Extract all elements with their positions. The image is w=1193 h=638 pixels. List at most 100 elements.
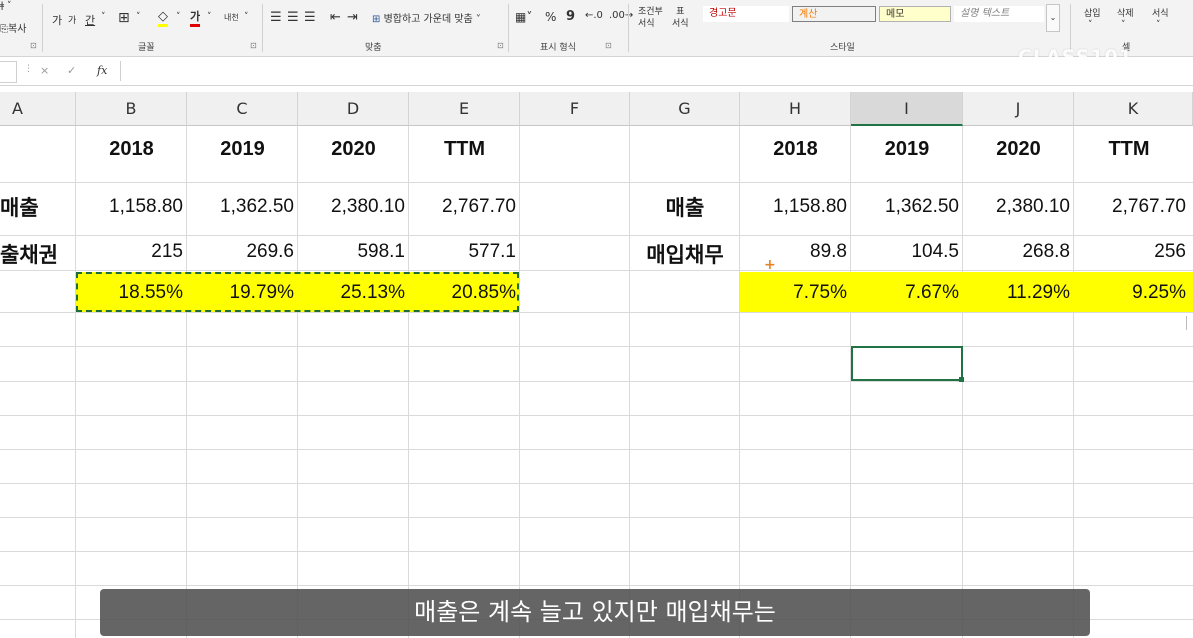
format-cells-button[interactable]: 서식 [1152,9,1169,19]
font-color-button[interactable]: 가 [190,10,201,27]
enter-icon[interactable]: ✓ [67,64,77,77]
conditional-format-button[interactable]: 조건부 서식 [638,6,663,30]
fill-color-button[interactable]: ◇ [158,10,168,27]
chevron-down-icon[interactable]: ˅ [1156,20,1161,30]
decimal-decrease-icon[interactable]: .00→ [609,10,634,21]
font-shrink-button[interactable]: 가 [68,16,77,26]
chevron-down-icon[interactable]: ˅ [136,12,141,22]
delete-cells-button[interactable]: 삭제 [1117,9,1134,19]
column-header-c[interactable]: C [187,92,298,126]
cell-b-ratio[interactable]: 18.55% [118,282,183,303]
cell-e-revenue[interactable]: 2,767.70 [442,196,516,217]
cell-k-year[interactable]: TTM [1108,138,1150,160]
column-header-a[interactable]: A [0,92,76,126]
cell-c-receivables[interactable]: 269.6 [246,241,294,262]
cell-d-ratio[interactable]: 25.13% [340,282,405,303]
cell-d-receivables[interactable]: 598.1 [357,241,405,262]
cell-k-ratio[interactable]: 9.25% [1132,282,1186,303]
chevron-down-icon[interactable]: ˅ [244,12,249,22]
cell-h-revenue[interactable]: 1,158.80 [773,196,847,217]
column-header-g[interactable]: G [630,92,740,126]
cell-c-revenue[interactable]: 1,362.50 [220,196,294,217]
cell-k-revenue[interactable]: 2,767.70 [1112,196,1186,217]
cell-a-revenue-label[interactable]: 매출 [0,196,39,220]
font-grow-button[interactable]: 가 [52,14,63,27]
cell-e-ratio[interactable]: 20.85% [451,282,516,303]
cancel-icon[interactable]: × [40,64,50,77]
style-calculation[interactable]: 계산 [792,6,876,22]
cell-i-year[interactable]: 2019 [884,138,930,160]
indent-increase-icon[interactable]: ⇥ [347,10,358,25]
cell-j-payables[interactable]: 268.8 [1022,241,1070,262]
format-as-table-button[interactable]: 표 서식 [672,6,689,30]
percent-button[interactable]: % [545,10,557,24]
cell-i-revenue[interactable]: 1,362.50 [885,196,959,217]
more-options-icon[interactable]: ⋮ [24,64,33,74]
column-header-f[interactable]: F [520,92,630,126]
indent-decrease-icon[interactable]: ⇤ [330,10,341,25]
insert-function-icon[interactable]: fx [97,64,108,77]
number-launcher-icon[interactable]: ⊡ [605,41,612,50]
name-box[interactable] [0,61,17,83]
scrollbar-edge[interactable] [1186,316,1191,330]
border-button[interactable]: ⊞ [118,10,130,26]
column-header-d[interactable]: D [298,92,409,126]
style-explanatory-text[interactable]: 설명 텍스트 [954,6,1044,22]
column-header-b[interactable]: B [76,92,187,126]
cell-h-ratio[interactable]: 7.75% [793,282,847,303]
active-cell-selection[interactable] [851,346,963,381]
cell-d-revenue[interactable]: 2,380.10 [331,196,405,217]
align-center-icon[interactable]: ☰ [287,10,299,25]
chevron-down-icon[interactable]: ˅ [207,12,212,22]
column-header-k[interactable]: K [1074,92,1193,126]
column-header-h[interactable]: H [740,92,851,126]
cell-i-ratio[interactable]: 7.67% [905,282,959,303]
chevron-down-icon[interactable]: ˅ [1088,20,1093,30]
styles-more-icon[interactable]: ⌄ [1046,4,1060,32]
copy-button[interactable]: ⎘복사 [0,20,26,35]
cell-k-payables[interactable]: 256 [1154,241,1186,262]
align-launcher-icon[interactable]: ⊡ [497,41,504,50]
column-header-j[interactable]: J [963,92,1074,126]
cell-c-year[interactable]: 2019 [220,138,265,160]
cell-e-year[interactable]: TTM [443,138,486,160]
decimal-increase-icon[interactable]: ←.0 [585,10,603,21]
insert-cells-button[interactable]: 삽입 [1084,9,1101,19]
cell-a-receivables-label[interactable]: 출채권 [0,243,58,267]
accounting-format-icon[interactable]: ▦˅ [515,10,533,24]
cell-b-receivables[interactable]: 215 [151,241,183,262]
cell-e-receivables[interactable]: 577.1 [468,241,516,262]
fill-handle[interactable] [959,377,964,382]
chevron-down-icon[interactable]: ˅ [101,12,106,22]
style-warning-text[interactable]: 경고문 [703,6,789,22]
gridline [0,415,1193,416]
cell-g-revenue-label[interactable]: 매출 [665,196,705,220]
cell-d-year[interactable]: 2020 [331,138,376,160]
cell-b-year[interactable]: 2018 [109,138,154,160]
cell-j-revenue[interactable]: 2,380.10 [996,196,1070,217]
column-header-i[interactable]: I [851,92,963,126]
cell-i-payables[interactable]: 104.5 [911,241,959,262]
phonetic-button[interactable]: 내천 [224,13,239,22]
cell-c-ratio[interactable]: 19.79% [229,282,294,303]
comma-button[interactable]: 9 [566,9,576,24]
underline-button[interactable]: 간 [85,14,96,27]
chevron-down-icon[interactable]: ˅ [176,12,181,22]
chevron-down-icon[interactable]: ˅ [1121,20,1126,30]
cell-g-payables-label[interactable]: 매입채무 [646,243,724,267]
cell-h-payables[interactable]: 89.8 [810,241,847,262]
gridline [0,449,1193,450]
font-launcher-icon[interactable]: ⊡ [250,41,257,50]
merge-center-button[interactable]: ⊞ 병합하고 가운데 맞춤 ˅ [372,10,481,25]
align-right-icon[interactable]: ☰ [304,10,316,25]
formula-input[interactable] [120,61,1193,81]
column-header-e[interactable]: E [409,92,520,126]
cut-icon[interactable]: ǂ ˅ [0,1,12,11]
style-memo[interactable]: 메모 [879,6,951,22]
align-left-icon[interactable]: ☰ [270,10,282,25]
clipboard-launcher-icon[interactable]: ⊡ [30,41,37,50]
cell-b-revenue[interactable]: 1,158.80 [109,196,183,217]
cell-j-year[interactable]: 2020 [996,138,1041,160]
cell-h-year[interactable]: 2018 [773,138,818,160]
cell-j-ratio[interactable]: 11.29% [1006,282,1070,303]
